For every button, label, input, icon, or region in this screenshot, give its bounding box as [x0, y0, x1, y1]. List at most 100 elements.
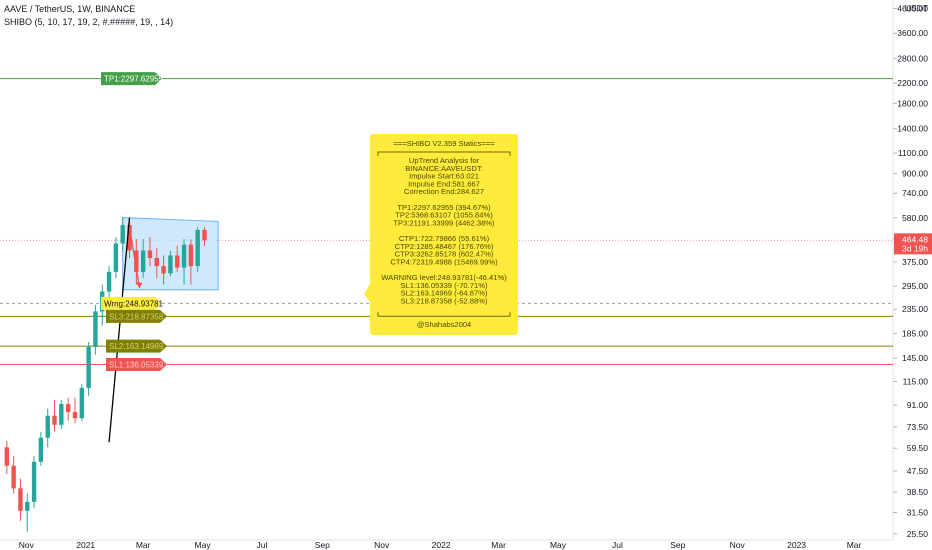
y-tick-label: 900.00 [902, 168, 928, 178]
candle [134, 239, 139, 285]
candle [181, 239, 187, 285]
candle [38, 431, 44, 466]
x-axis: Nov 2021 Mar May Jul Sep Nov 2022 Mar May Jul Sep No… [0, 539, 893, 550]
candle-body [188, 244, 194, 267]
x-tick-label: Sep [315, 540, 330, 550]
y-tick-label: 73.50 [907, 422, 929, 432]
y-tick-label: 59.50 [907, 443, 929, 453]
candle [52, 399, 57, 432]
candle [11, 456, 16, 494]
candle-body [52, 415, 57, 425]
candle-body [140, 250, 146, 272]
level-tag-label: TP1:2297.62955 [104, 75, 164, 84]
candle [147, 237, 153, 267]
candle-body [65, 404, 71, 413]
level-tag-sl_olive: SL2:163.14969 [106, 339, 167, 353]
level-tag-shape [106, 339, 167, 353]
candle [161, 255, 166, 285]
candle [195, 226, 200, 272]
y-tick-label: 580.00 [902, 213, 928, 223]
stats-footer: @Shahabs2004 [417, 320, 472, 329]
candle-body [134, 250, 139, 272]
y-tick-label: 1400.00 [897, 124, 928, 134]
candle-body [195, 229, 200, 267]
symbol-line: AAVE / TetherUS, 1W, BINANCE [4, 4, 136, 14]
candle [4, 440, 10, 475]
candle-body [86, 346, 91, 388]
level-tag-label: Wrng:248.93781 [104, 299, 164, 308]
stats-bracket-bottom [377, 312, 511, 317]
y-tick-label: 91.00 [907, 400, 929, 410]
stats-line: BINANCE:AAVEUSDT: [405, 164, 483, 173]
x-tick-label: Jul [612, 540, 623, 550]
candle-body [18, 488, 23, 511]
candle [175, 245, 180, 272]
candle-body [4, 447, 10, 466]
level-tag-sl_red: SL1:136.05339 [106, 358, 167, 372]
level-tag-tp: TP1:2297.62955 [101, 72, 164, 86]
y-tick-label: 38.50 [907, 487, 929, 497]
level-tags: TP1:2297.62955 Wrng:248.93781 SL3:218.8735… [101, 72, 167, 372]
y-tick-label: 235.00 [902, 304, 928, 314]
candle [18, 478, 23, 521]
x-tick-label: 2023 [787, 540, 806, 550]
x-tick-label: May [195, 540, 212, 550]
impulse-line [108, 217, 131, 443]
x-tick-label: Mar [491, 540, 506, 550]
candle [65, 397, 71, 421]
candle-body [202, 229, 207, 241]
currency-label: USDT [905, 3, 928, 13]
y-tick-label: 375.00 [902, 257, 928, 267]
level-tag-shape [101, 296, 162, 310]
y-tick-label: 2200.00 [897, 78, 928, 88]
stats-line: Impulse Start:63.021 [409, 172, 479, 181]
stats-box [370, 134, 518, 335]
stats-line: UpTrend Analysis for [409, 156, 480, 165]
candle-body [106, 271, 112, 292]
correction-arrow [128, 226, 141, 289]
level-tag-shape [106, 358, 167, 372]
candle [188, 239, 194, 285]
candle-body [168, 255, 173, 274]
candle-body [120, 225, 125, 244]
candle-body [127, 225, 132, 251]
current-price-tag [894, 233, 932, 255]
candle [31, 456, 37, 508]
candle [79, 384, 85, 421]
stats-line: CTP4:72319.4988 (15469.99%) [390, 257, 498, 266]
stats-line: TP2:5368.63107 (1055.84%) [395, 211, 493, 220]
stats-line: TP1:2297.62955 (394.67%) [397, 203, 491, 212]
y-tick-label: 185.00 [902, 328, 928, 338]
stats-line: CTP1:722.79866 (55.61%) [399, 234, 490, 243]
y-tick-label: 47.50 [907, 466, 929, 476]
candle-body [59, 404, 64, 425]
candle-body [38, 437, 44, 462]
level-tag-warning: Wrng:248.93781 [101, 296, 164, 310]
candle-body [31, 461, 37, 502]
level-tag-label: SL2:163.14969 [109, 342, 164, 351]
candle-body [11, 465, 16, 489]
level-tag-shape [101, 72, 162, 86]
level-tag-label: SL1:136.05339 [109, 361, 164, 370]
stats-line: Correction End:284.627 [404, 187, 484, 196]
x-tick-label: May [550, 540, 567, 550]
y-axis: 25.50 31.50 38.50 47.50 59.50 73.50 91.00 115.0… [892, 0, 929, 540]
y-tick-label: 115.00 [903, 377, 929, 387]
x-tick-label: Sep [670, 540, 685, 550]
stats-line: CTP2:1285.48467 (176.76%) [395, 242, 494, 251]
level-tag-shape [106, 309, 167, 323]
x-tick-label: 2021 [76, 540, 95, 550]
candle [120, 217, 125, 251]
x-tick-label: Mar [136, 540, 151, 550]
candle-body [45, 415, 50, 438]
stats-bracket-top [377, 151, 511, 156]
candle-body [79, 387, 85, 419]
y-tick-label: 740.00 [902, 188, 928, 198]
current-price-countdown: 3d 19h [902, 243, 928, 253]
y-tick-label: 4600.00 [897, 3, 928, 13]
y-tick-label: 295.00 [902, 281, 928, 291]
level-tag-sl_olive: SL3:218.87358 [106, 309, 167, 323]
candle-body [93, 311, 98, 347]
